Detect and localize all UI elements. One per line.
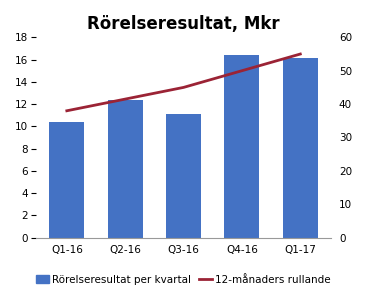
Bar: [49, 122, 84, 238]
Bar: [225, 55, 259, 238]
Title: Rörelseresultat, Mkr: Rörelseresultat, Mkr: [87, 15, 280, 33]
Bar: [283, 59, 318, 238]
Bar: [166, 114, 201, 238]
Legend: Rörelseresultat per kvartal, 12-månaders rullande: Rörelseresultat per kvartal, 12-månaders…: [32, 271, 335, 289]
Bar: [108, 100, 143, 238]
